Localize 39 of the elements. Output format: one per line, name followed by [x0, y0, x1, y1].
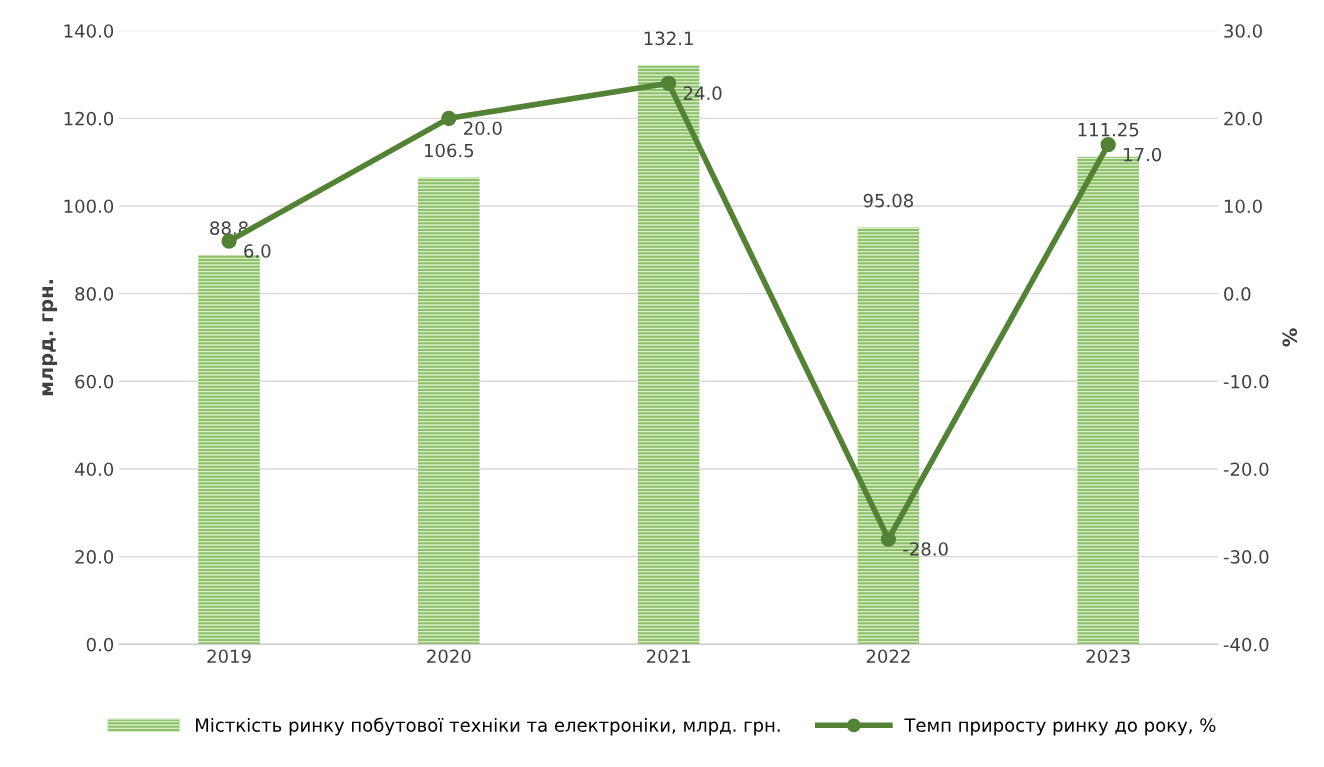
data-label: 132.1 — [644, 31, 693, 46]
x-tick-label: 2022 — [866, 649, 910, 664]
y2-axis-title: % — [1282, 328, 1298, 347]
legend-label: Темп приросту ринку до року, % — [904, 718, 1216, 736]
y2-tick-label: 0.0 — [1224, 287, 1251, 301]
y-tick-label: 20.0 — [75, 550, 114, 564]
data-label: -28.0 — [903, 542, 948, 556]
y2-tick-label: -10.0 — [1223, 374, 1269, 389]
data-label: 17.0 — [1124, 147, 1162, 162]
x-tick-label: 2023 — [1086, 649, 1130, 664]
y2-tick-label: -30.0 — [1223, 550, 1269, 564]
y-tick-label: 80.0 — [75, 287, 114, 301]
y2-tick-label: 20.0 — [1224, 111, 1262, 126]
y-tick-label: 0.0 — [86, 637, 114, 652]
bar — [418, 177, 480, 645]
legend-label: Місткість ринку побутової техніки та електроніки, млрд. грн. — [196, 717, 780, 736]
data-label: 24.0 — [683, 86, 722, 101]
y-tick-label: 140.0 — [64, 24, 114, 38]
data-label: 111.25 — [1078, 122, 1139, 137]
y-tick-label: 40.0 — [74, 462, 114, 477]
y-tick-label: 120.0 — [64, 111, 114, 126]
point — [660, 75, 677, 91]
point — [441, 110, 457, 126]
y2-tick-label: -40.0 — [1223, 637, 1269, 652]
point — [1100, 136, 1116, 153]
point — [880, 531, 897, 547]
data-label: 106.5 — [424, 143, 474, 158]
y2-tick-label: -20.0 — [1223, 462, 1269, 477]
data-label: 95.08 — [863, 193, 914, 208]
y-tick-label: 60.0 — [75, 374, 114, 389]
y2-tick-label: 30.0 — [1224, 24, 1262, 38]
x-tick-label: 2020 — [427, 649, 471, 664]
data-label: 20.0 — [464, 121, 502, 136]
x-tick-label: 2019 — [207, 649, 251, 664]
y-tick-label: 100.0 — [64, 199, 114, 214]
y2-tick-label: 10.0 — [1224, 199, 1262, 214]
data-label: 6.0 — [244, 244, 271, 258]
x-tick-label: 2021 — [646, 649, 690, 664]
y-axis-title: млрд. грн. — [42, 280, 58, 396]
